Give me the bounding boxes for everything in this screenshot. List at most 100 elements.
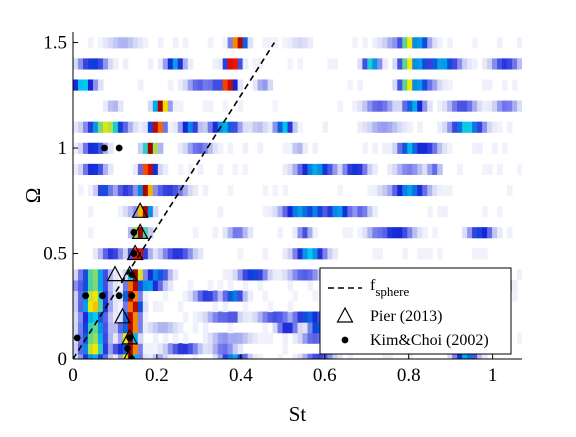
heatmap-cell [137, 343, 144, 355]
heatmap-cell [372, 248, 378, 260]
heatmap-cell [157, 184, 164, 197]
heatmap-cell [357, 79, 363, 91]
kim-choi-2002-point [82, 292, 89, 300]
heatmap-cell [117, 311, 124, 323]
heatmap-cell [307, 322, 314, 334]
heatmap-cell [187, 163, 194, 175]
heatmap-cell [97, 58, 104, 70]
heatmap-cell [77, 121, 84, 133]
heatmap-cell [402, 121, 408, 133]
heatmap-cell [487, 58, 493, 70]
kim-choi-2002-point [130, 229, 138, 236]
heatmap-cell [297, 311, 304, 323]
heatmap-cell [102, 279, 109, 292]
heatmap-cell [167, 343, 174, 355]
heatmap-cell [402, 163, 408, 175]
heatmap-cell [92, 353, 99, 359]
heatmap-cell [172, 100, 179, 112]
heatmap-cell [392, 163, 398, 175]
heatmap-cell [252, 58, 259, 70]
heatmap-cell [187, 184, 194, 197]
heatmap-cell [107, 332, 114, 344]
heatmap-cell [87, 79, 94, 91]
heatmap-cell [277, 121, 284, 133]
heatmap-cell [442, 142, 448, 154]
heatmap-cell [392, 100, 398, 112]
heatmap-cell [227, 311, 234, 323]
heatmap-cell [107, 248, 114, 260]
heatmap-cell [82, 279, 89, 292]
heatmap-cell [112, 248, 119, 260]
heatmap-cell [247, 290, 254, 302]
heatmap-cell [192, 142, 199, 154]
heatmap-cell [82, 269, 89, 281]
heatmap-cell [402, 248, 408, 260]
heatmap-cell [222, 300, 229, 313]
heatmap-cell [87, 227, 94, 239]
heatmap-cell [287, 322, 294, 334]
heatmap-cell [472, 142, 478, 154]
heatmap-cell [102, 353, 109, 359]
x-axis-label: St [289, 402, 307, 426]
heatmap-cell [357, 227, 363, 239]
heatmap-cell [517, 163, 522, 175]
heatmap-cell [262, 37, 269, 49]
heatmap-cell [137, 227, 144, 239]
heatmap-cell [73, 290, 79, 302]
heatmap-cell [297, 58, 304, 70]
pier-2013-point [114, 307, 132, 324]
heatmap-cell [422, 227, 428, 239]
heatmap-cell [87, 353, 94, 359]
heatmap-cell [352, 206, 358, 218]
heatmap-cell [102, 163, 109, 175]
heatmap-cell [372, 163, 378, 175]
heatmap-cell [397, 100, 403, 112]
heatmap-cell [387, 163, 393, 175]
heatmap-cell [167, 353, 174, 359]
heatmap-cell [112, 353, 119, 359]
heatmap-cell [332, 206, 339, 218]
heatmap-cell [122, 290, 129, 302]
heatmap-cell [397, 79, 403, 91]
heatmap-cell [112, 343, 119, 355]
heatmap-cell [87, 37, 94, 49]
heatmap-cell [292, 121, 299, 133]
heatmap-cell [512, 58, 518, 70]
heatmap-cell [97, 121, 104, 133]
heatmap-cell [507, 100, 513, 112]
heatmap-cell [152, 163, 159, 175]
heatmap-cell [372, 206, 378, 218]
heatmap-cell [347, 227, 353, 239]
heatmap-cell [107, 121, 114, 133]
heatmap-cell [262, 184, 269, 197]
heatmap-cell [317, 206, 324, 218]
heatmap-cell [177, 79, 184, 91]
heatmap-cell [252, 353, 259, 359]
heatmap-cell [192, 290, 199, 302]
heatmap-cell [367, 163, 373, 175]
heatmap-cell [262, 79, 269, 91]
heatmap-cell [367, 100, 373, 112]
heatmap-cell [262, 269, 269, 281]
heatmap-cell [102, 248, 109, 260]
heatmap-cell [142, 353, 149, 359]
x-tick-label: 0.6 [313, 365, 337, 386]
heatmap-cell [507, 227, 513, 239]
heatmap-cell [122, 279, 129, 292]
heatmap-cell [362, 100, 368, 112]
heatmap-cell [107, 58, 114, 70]
heatmap-cell [122, 37, 129, 49]
heatmap-cell [162, 184, 169, 197]
heatmap-cell [82, 79, 89, 91]
heatmap-cell [212, 142, 219, 154]
heatmap-cell [102, 332, 109, 344]
heatmap-cell [217, 279, 224, 292]
heatmap-cell [432, 227, 438, 239]
heatmap-cell [387, 37, 393, 49]
heatmap-cell [232, 58, 239, 70]
heatmap-cell [417, 121, 423, 133]
heatmap-cell [287, 300, 294, 313]
heatmap-cell [187, 290, 194, 302]
heatmap-cell [162, 248, 169, 260]
heatmap-cell [447, 353, 453, 359]
